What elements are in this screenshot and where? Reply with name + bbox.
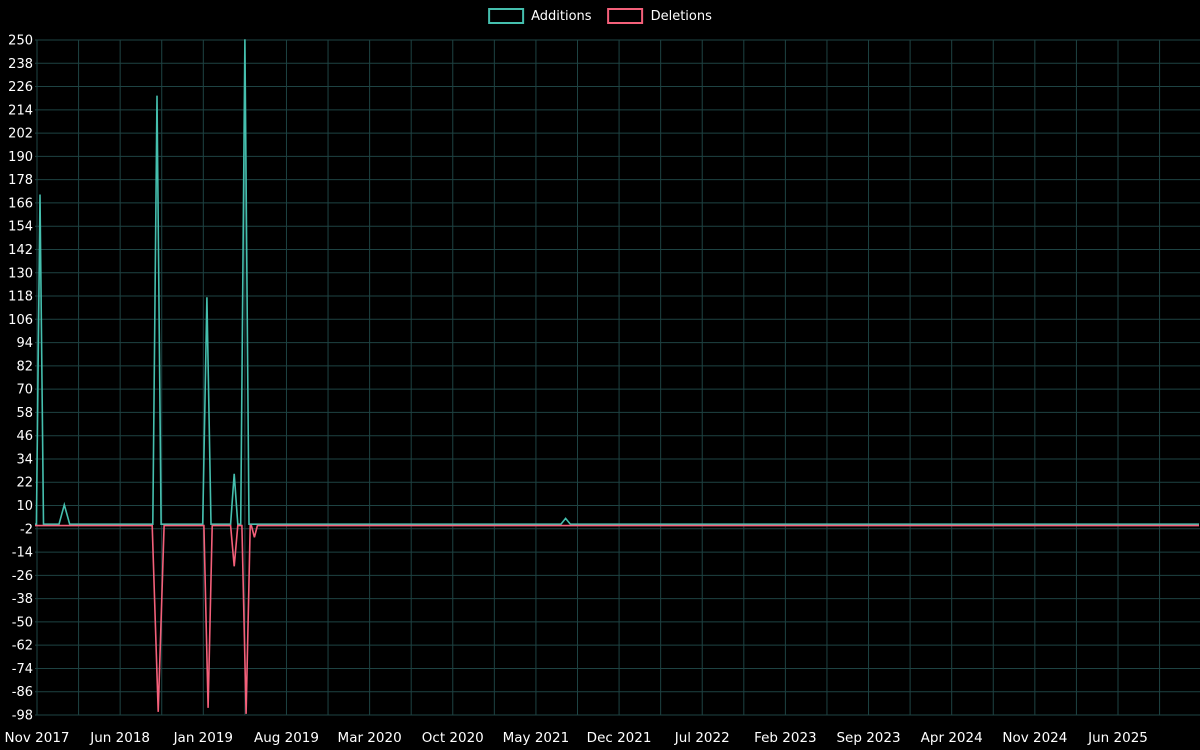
grid [35,39,1200,716]
y-tick-label: 118 [8,290,33,305]
y-tick-label: 106 [8,313,33,328]
y-tick-label: -2 [20,522,33,537]
x-tick-label: Jan 2019 [173,730,233,746]
additions-series [35,39,1199,526]
x-tick-label: Sep 2023 [836,730,900,746]
y-tick-label: 94 [16,336,33,351]
y-tick-label: 46 [16,429,33,444]
y-tick-label: 142 [8,243,33,258]
y-tick-label: 214 [8,103,33,118]
y-tick-label: -98 [12,709,33,724]
y-tick-label: -74 [12,662,33,677]
x-tick-label: Oct 2020 [422,730,484,746]
deletions-swatch-icon [607,8,644,24]
x-tick-label: Jul 2022 [674,730,730,746]
x-tick-label: Jun 2025 [1087,730,1148,746]
y-tick-label: -38 [12,592,33,607]
x-tick-label: Apr 2024 [921,730,983,746]
y-tick-label: 226 [8,80,33,95]
x-tick-label: Dec 2021 [587,730,652,746]
y-tick-label: 202 [8,127,33,142]
additions-swatch-icon [488,8,525,24]
x-tick-label: Nov 2017 [5,730,70,746]
y-tick-label: -62 [12,639,33,654]
y-tick-label: 250 [8,34,33,49]
y-tick-label: 82 [16,359,33,374]
x-tick-label: Feb 2023 [754,730,817,746]
y-tick-label: -50 [12,615,33,630]
y-tick-label: 34 [16,452,33,467]
legend-item-additions[interactable]: Additions [488,8,592,24]
y-tick-label: 238 [8,57,33,72]
deletions-series [35,524,1199,714]
legend-label-deletions: Deletions [650,8,712,24]
y-tick-label: 190 [8,150,33,165]
y-tick-label: 166 [8,196,33,211]
y-tick-label: -14 [12,546,33,561]
additions-line [35,39,1199,526]
legend-item-deletions[interactable]: Deletions [607,8,712,24]
y-tick-label: 22 [16,476,33,491]
y-tick-label: 70 [16,383,33,398]
legend-label-additions: Additions [531,8,592,24]
x-tick-label: Mar 2020 [338,730,402,746]
x-tick-label: Nov 2024 [1002,730,1067,746]
y-tick-label: 10 [16,499,33,514]
x-tick-label: Jun 2018 [89,730,150,746]
x-tick-label: Aug 2019 [254,730,319,746]
x-tick-label: May 2021 [503,730,570,746]
y-tick-label: 154 [8,220,33,235]
chart-legend: Additions Deletions [488,8,712,24]
deletions-line [35,524,1199,714]
y-tick-label: 130 [8,266,33,281]
y-tick-label: -86 [12,685,33,700]
y-tick-label: 58 [16,406,33,421]
y-tick-label: -26 [12,569,33,584]
y-tick-label: 178 [8,173,33,188]
